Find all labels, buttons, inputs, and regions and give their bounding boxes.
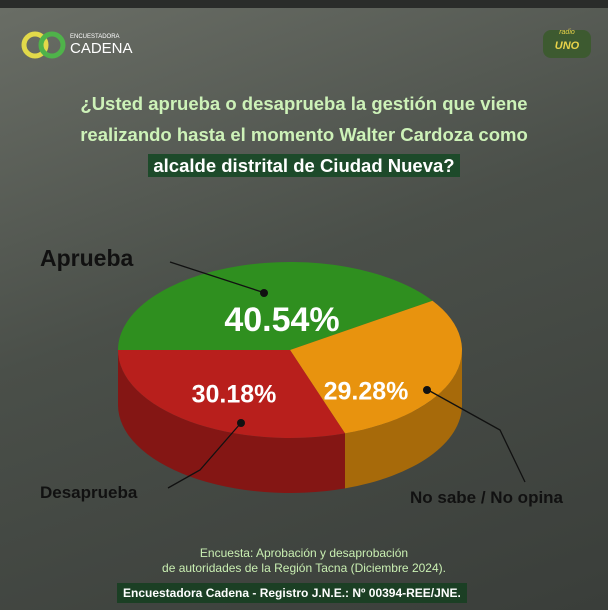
leader-dot bbox=[237, 419, 245, 427]
logo: CADENA bbox=[70, 40, 133, 57]
value-label: 40.54% bbox=[224, 301, 339, 339]
leader-dot bbox=[260, 289, 268, 297]
value-label: 29.28% bbox=[324, 378, 409, 406]
pie bbox=[118, 262, 462, 493]
value-label: 30.18% bbox=[192, 381, 277, 409]
title-highlight: alcalde distrital de Ciudad Nueva? bbox=[148, 154, 459, 177]
note-line: de autoridades de la Región Tacna (Dicie… bbox=[0, 561, 608, 576]
title: ¿Usted aprueba o desaprueba la gestión q… bbox=[44, 88, 564, 181]
top-strip bbox=[0, 0, 608, 8]
category-label: Desaprueba bbox=[40, 483, 138, 502]
leader-dot bbox=[423, 386, 431, 394]
category-label: No sabe / No opina bbox=[410, 488, 564, 507]
infographic: ENCUESTADORA CADENA radio UNO Aprueba No… bbox=[0, 0, 608, 610]
title-text: ¿Usted aprueba o desaprueba la gestión q… bbox=[80, 93, 528, 145]
radio-label: radio bbox=[559, 29, 575, 36]
radio-name: UNO bbox=[555, 40, 580, 52]
registry: Encuestadora Cadena - Registro J.N.E.: N… bbox=[117, 583, 467, 603]
category-label: Aprueba bbox=[40, 245, 134, 271]
note-line: Encuesta: Aprobación y desaprobación bbox=[0, 546, 608, 561]
